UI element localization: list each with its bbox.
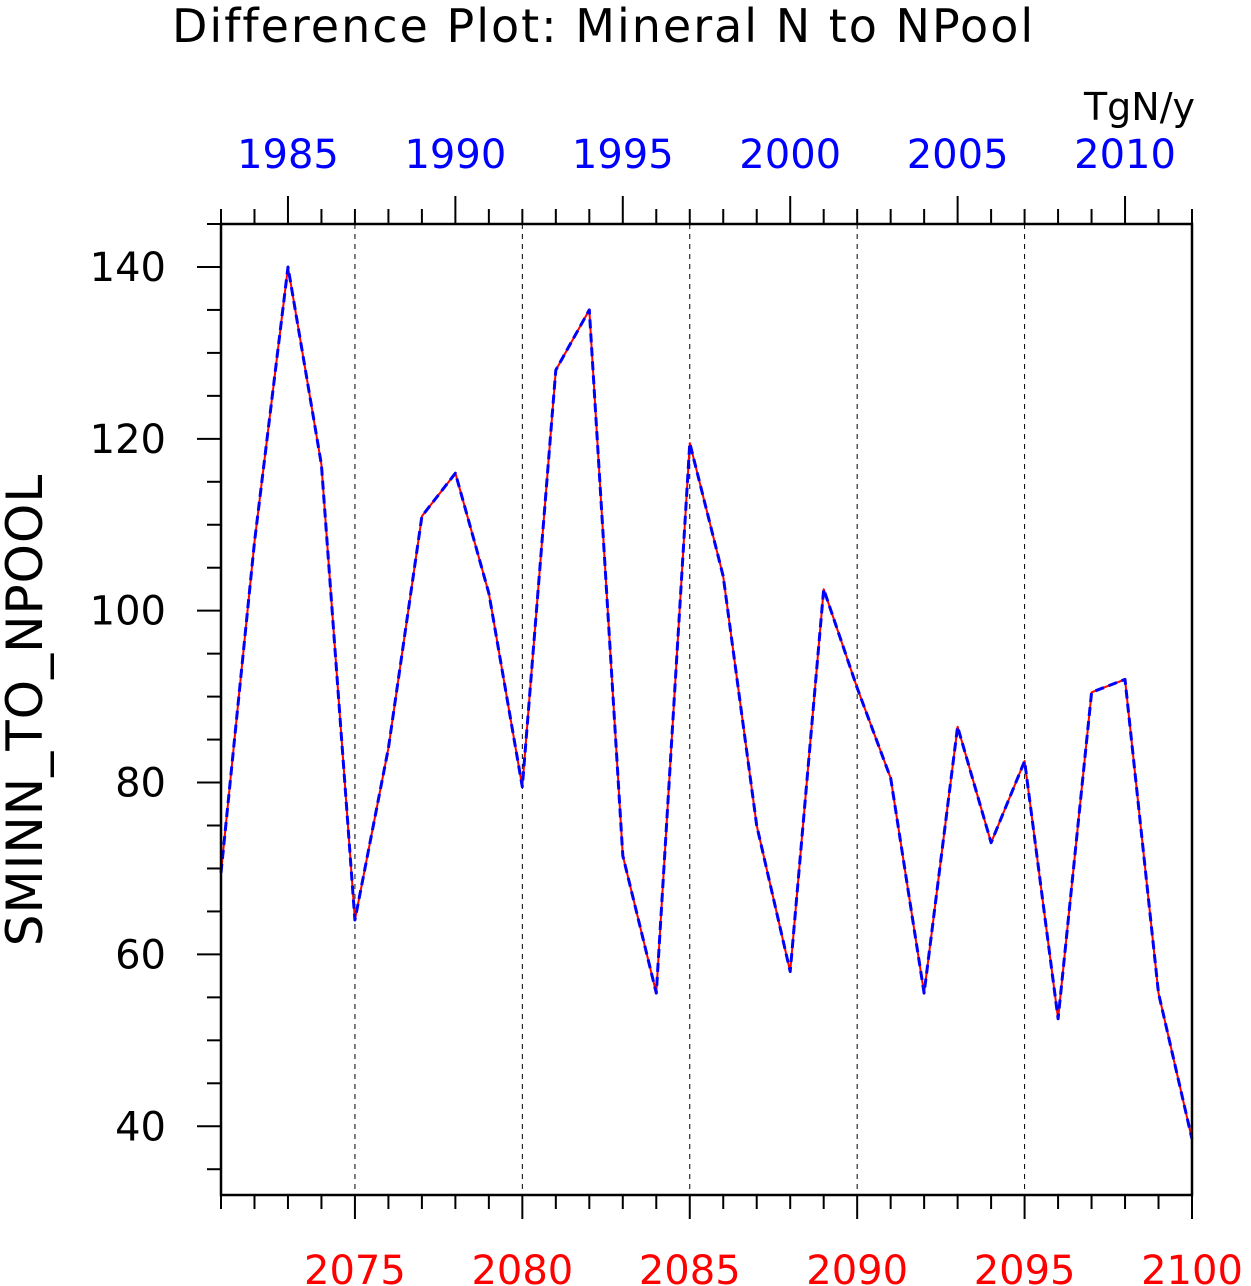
- y-tick-label: 100: [90, 589, 166, 635]
- x-top-tick-label: 1985: [237, 132, 339, 178]
- y-axis-label: SMINN_TO_NPOOL: [0, 474, 54, 946]
- x-bottom-tick-label: 2095: [974, 1248, 1076, 1286]
- units-label: TgN/y: [1083, 85, 1195, 129]
- tick-labels: 2075 2080 2085 2090 2095 2100 1985 1990 1995 2000…: [90, 132, 1243, 1286]
- y-tick-label: 140: [90, 245, 166, 291]
- data-series: [219, 265, 1194, 1140]
- x-top-tick-label: 2010: [1074, 132, 1176, 178]
- y-tick-label: 60: [115, 932, 166, 978]
- y-tick-label: 80: [115, 761, 166, 807]
- series-line-bottom-axis: [220, 266, 1193, 1140]
- x-bottom-tick-label: 2100: [1141, 1248, 1243, 1286]
- gridlines: [354, 224, 1026, 1195]
- y-tick-label: 40: [115, 1104, 166, 1150]
- x-bottom-tick-label: 2090: [806, 1248, 908, 1286]
- plot-frame: [219, 222, 1194, 1197]
- x-bottom-tick-label: 2075: [304, 1248, 406, 1286]
- x-top-tick-label: 1990: [404, 132, 506, 178]
- series-line-top-axis: [219, 265, 1194, 1140]
- axis-ticks: [197, 196, 1193, 1219]
- x-bottom-tick-label: 2085: [639, 1248, 741, 1286]
- x-top-tick-label: 2005: [907, 132, 1009, 178]
- x-bottom-tick-label: 2080: [471, 1248, 573, 1286]
- chart-title: Difference Plot: Mineral N to NPool: [172, 0, 1035, 53]
- x-top-tick-label: 1995: [572, 132, 674, 178]
- y-tick-label: 120: [90, 417, 166, 463]
- x-top-tick-label: 2000: [739, 132, 841, 178]
